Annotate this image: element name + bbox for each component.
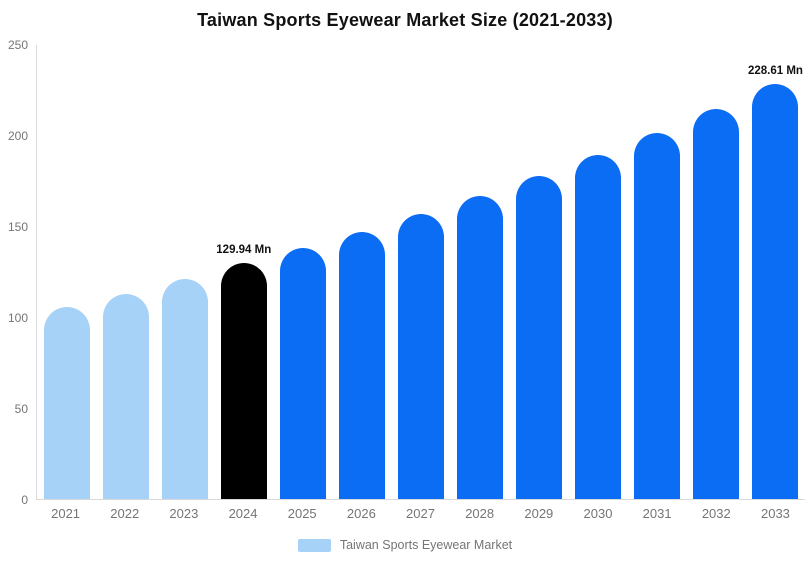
x-axis-labels: 2021 2022 2023 2024 2025 2026 2027 2028 2029 2030…	[36, 506, 805, 521]
bar-slot	[510, 45, 569, 499]
plot-area: 129.94 Mn 228.61 Mn	[36, 45, 805, 500]
bar-2022[interactable]	[102, 293, 149, 499]
bar-slot	[332, 45, 391, 499]
legend-label: Taiwan Sports Eyewear Market	[339, 538, 513, 552]
bar-2021[interactable]	[43, 306, 90, 499]
x-tick-label: 2022	[110, 506, 140, 521]
bar-2033[interactable]: 228.61 Mn	[748, 65, 803, 499]
bar-slot: 129.94 Mn	[214, 45, 273, 499]
bar-2023[interactable]	[161, 279, 208, 499]
bar-2026[interactable]	[338, 231, 385, 499]
bar-2031[interactable]	[634, 132, 681, 499]
x-tick-label: 2030	[583, 506, 613, 521]
y-tick-label: 150	[7, 220, 28, 234]
x-tick-label: 2026	[346, 506, 376, 521]
bar-value-label: 228.61 Mn	[747, 64, 803, 77]
bars: 129.94 Mn 228.61 Mn	[37, 45, 805, 499]
bar-slot	[273, 45, 332, 499]
bar-slot	[451, 45, 510, 499]
bar-2030[interactable]	[575, 155, 622, 499]
bar-slot	[96, 45, 155, 499]
bar-slot	[569, 45, 628, 499]
bar-2027[interactable]	[398, 214, 444, 499]
x-tick-label: 2023	[169, 506, 199, 521]
bar-value-label: 129.94 Mn	[216, 244, 272, 257]
bar-2028[interactable]	[457, 195, 504, 499]
bar-slot	[37, 45, 96, 499]
bar-slot: 228.61 Mn	[746, 45, 805, 499]
x-tick-label: 2025	[287, 506, 317, 521]
x-tick-label: 2032	[701, 506, 731, 521]
y-axis-labels: 0 50 100 150 200 250	[0, 38, 30, 507]
x-tick-label: 2027	[406, 506, 435, 521]
x-tick-label: 2021	[51, 506, 81, 521]
legend[interactable]: Taiwan Sports Eyewear Market	[0, 538, 810, 552]
chart-title: Taiwan Sports Eyewear Market Size (2021-…	[197, 10, 613, 30]
bar-slot	[628, 45, 687, 499]
x-tick-label: 2029	[524, 506, 554, 521]
bar-2025[interactable]	[279, 247, 326, 499]
x-tick-label: 2024	[228, 506, 258, 521]
bar-slot	[155, 45, 214, 499]
x-tick-label: 2031	[642, 506, 672, 521]
y-tick-label: 250	[7, 38, 28, 52]
x-tick-label: 2028	[465, 506, 495, 521]
bar-2032[interactable]	[693, 109, 740, 499]
bar-slot	[391, 45, 450, 499]
y-tick-label: 200	[7, 129, 28, 143]
bar-2029[interactable]	[516, 176, 563, 499]
bar-slot	[687, 45, 746, 499]
bar-2024[interactable]: 129.94 Mn	[216, 244, 271, 499]
x-tick-label: 2033	[760, 506, 790, 521]
legend-swatch	[297, 538, 331, 552]
y-tick-label: 0	[21, 493, 28, 507]
y-tick-label: 100	[7, 311, 28, 325]
y-tick-label: 50	[14, 402, 28, 416]
